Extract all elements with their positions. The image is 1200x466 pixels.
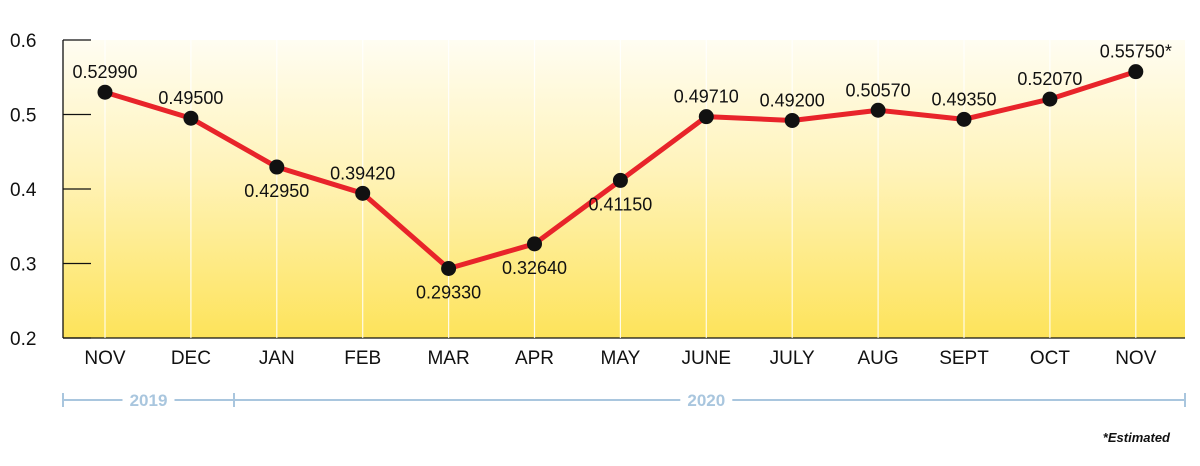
- x-tick-label: MAY: [601, 348, 641, 369]
- x-tick-label: FEB: [344, 348, 381, 369]
- x-tick-label: JAN: [259, 348, 295, 369]
- data-point: [784, 112, 800, 128]
- x-tick-label: SEPT: [939, 348, 989, 369]
- x-tick-label: DEC: [171, 348, 211, 369]
- x-tick-label: JUNE: [681, 348, 731, 369]
- data-label: 0.49200: [760, 90, 825, 110]
- year-label: 2019: [130, 391, 168, 410]
- year-label: 2020: [687, 391, 725, 410]
- y-axis: 0.2 0.3 0.4 0.5 0.6: [10, 31, 91, 350]
- plot-background: [63, 40, 1185, 338]
- data-point: [956, 111, 972, 127]
- data-point: [441, 260, 457, 276]
- y-tick-label: 0.2: [10, 329, 36, 350]
- data-label: 0.49500: [158, 88, 223, 108]
- data-label: 0.49710: [674, 87, 739, 107]
- data-point: [183, 110, 199, 126]
- data-point: [527, 236, 542, 252]
- data-point: [1042, 91, 1058, 107]
- x-tick-label: OCT: [1030, 348, 1071, 369]
- data-labels: 0.52990 0.49500 0.42950 0.39420 0.29330 0.326…: [72, 42, 1171, 303]
- y-tick-label: 0.4: [10, 180, 37, 201]
- data-point: [355, 185, 371, 201]
- data-label: 0.52990: [72, 62, 137, 82]
- data-label: 0.29330: [416, 282, 481, 302]
- data-point: [269, 159, 285, 175]
- data-label: 0.55750*: [1100, 42, 1172, 62]
- data-point: [97, 84, 113, 100]
- data-label: 0.49350: [931, 89, 996, 109]
- x-tick-label: JULY: [770, 348, 815, 369]
- data-label: 0.39420: [330, 163, 395, 183]
- data-point: [698, 109, 714, 125]
- x-tick-label: AUG: [858, 348, 899, 369]
- data-point: [1128, 64, 1144, 80]
- data-point: [612, 172, 628, 188]
- data-label: 0.32640: [502, 258, 567, 278]
- data-label: 0.50570: [846, 80, 911, 100]
- footnote: *Estimated: [1103, 430, 1171, 445]
- y-tick-label: 0.3: [10, 255, 36, 276]
- data-label: 0.42950: [244, 181, 309, 201]
- data-label: 0.41150: [589, 194, 653, 214]
- y-tick-label: 0.6: [10, 31, 36, 52]
- data-label: 0.52070: [1017, 69, 1082, 89]
- year-brackets: 2019 2020: [62, 391, 1186, 410]
- x-tick-label: MAR: [427, 348, 469, 369]
- data-point: [870, 102, 886, 118]
- x-axis: NOV DEC JAN FEB MAR APR MAY JUNE JULY AUG SEPT OCT N…: [63, 40, 1185, 369]
- x-tick-label: NOV: [84, 348, 126, 369]
- data-series: [97, 64, 1144, 276]
- y-tick-label: 0.5: [10, 106, 36, 127]
- x-tick-label: NOV: [1115, 348, 1157, 369]
- x-tick-label: APR: [515, 348, 554, 369]
